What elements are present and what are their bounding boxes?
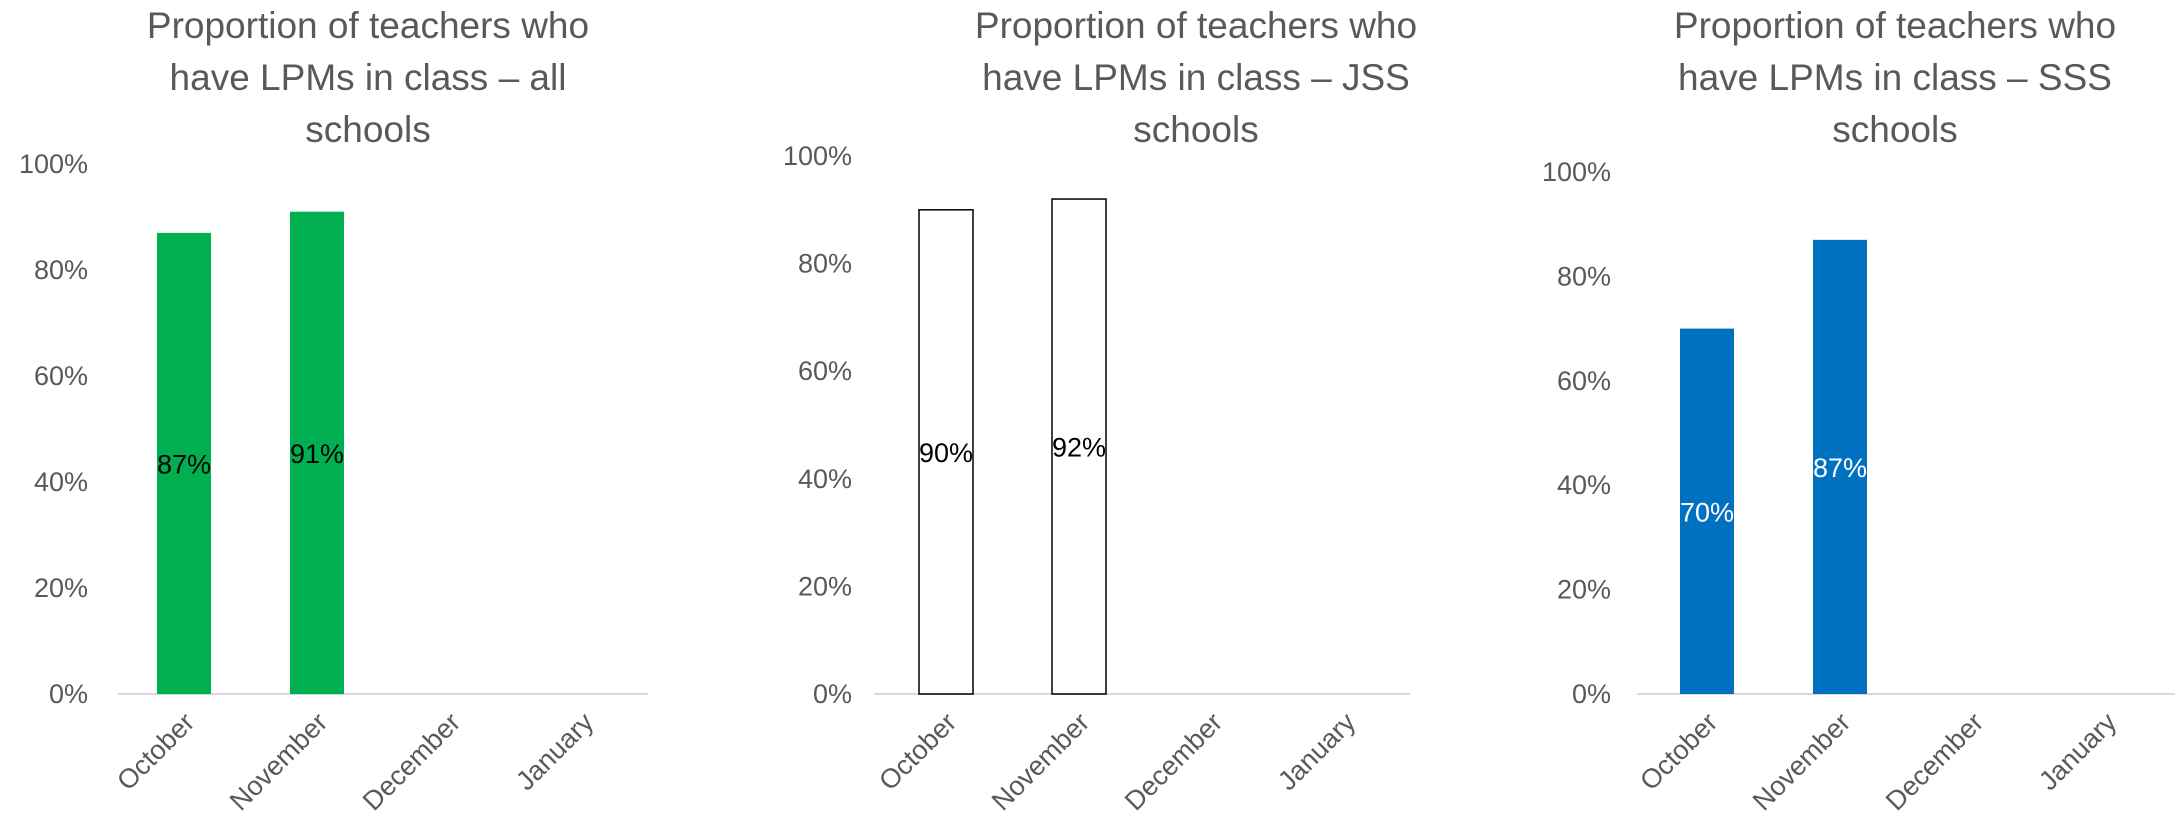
data-label: 87% [1813, 453, 1867, 483]
bar [1680, 328, 1734, 694]
y-tick-label: 100% [1542, 157, 1611, 187]
y-tick-label: 40% [34, 467, 88, 497]
x-tick-label: January [2033, 707, 2122, 796]
x-tick-label: October [1634, 707, 1723, 796]
x-tick-label: October [111, 707, 200, 796]
x-tick-label: November [986, 707, 1095, 816]
y-tick-label: 20% [1557, 575, 1611, 605]
y-tick-label: 80% [1557, 261, 1611, 291]
y-tick-label: 100% [19, 149, 88, 179]
bar [918, 209, 974, 695]
chart-svg-all-schools: Proportion of teachers who have LPMs in c… [19, 5, 648, 816]
y-tick-label: 60% [34, 361, 88, 391]
chart-title: Proportion of teachers who have LPMs in c… [975, 5, 1417, 150]
x-tick-label: November [224, 707, 333, 816]
bar [1051, 198, 1107, 695]
y-tick-label: 40% [798, 464, 852, 494]
x-tick-label: January [1272, 707, 1361, 796]
chart-all-schools: Proportion of teachers who have LPMs in c… [0, 0, 700, 832]
chart-title-line: schools [1133, 109, 1258, 150]
chart-title: Proportion of teachers who have LPMs in c… [1674, 5, 2116, 150]
data-label: 91% [290, 439, 344, 469]
bar [290, 211, 344, 694]
chart-title-line: Proportion of teachers who [1674, 5, 2116, 46]
chart-title-line: schools [305, 109, 430, 150]
chart-title-line: schools [1832, 109, 1957, 150]
chart-title: Proportion of teachers who have LPMs in c… [147, 5, 589, 150]
bar [157, 232, 211, 694]
x-tick-label: December [1119, 707, 1228, 816]
y-tick-label: 20% [798, 571, 852, 601]
y-tick-label: 100% [783, 141, 852, 171]
chart-title-line: have LPMs in class – all [170, 57, 567, 98]
data-label: 90% [919, 438, 973, 468]
chart-svg-jss-schools: Proportion of teachers who have LPMs in c… [783, 5, 1417, 816]
y-tick-label: 40% [1557, 470, 1611, 500]
data-label: 70% [1680, 497, 1734, 527]
chart-title-line: have LPMs in class – SSS [1678, 57, 2112, 98]
chart-sss-schools: Proportion of teachers who have LPMs in c… [1523, 0, 2177, 832]
chart-jss-schools: Proportion of teachers who have LPMs in c… [760, 0, 1460, 832]
data-label: 87% [157, 449, 211, 479]
y-tick-label: 60% [1557, 366, 1611, 396]
y-tick-label: 80% [798, 249, 852, 279]
bar [1813, 239, 1867, 695]
y-tick-label: 60% [798, 356, 852, 386]
chart-title-line: Proportion of teachers who [975, 5, 1417, 46]
x-tick-label: December [1880, 707, 1989, 816]
x-tick-label: November [1747, 707, 1856, 816]
chart-svg-sss-schools: Proportion of teachers who have LPMs in c… [1542, 5, 2175, 816]
y-tick-label: 0% [813, 679, 852, 709]
chart-title-line: Proportion of teachers who [147, 5, 589, 46]
y-tick-label: 0% [1572, 679, 1611, 709]
y-tick-label: 20% [34, 573, 88, 603]
y-tick-label: 0% [49, 679, 88, 709]
x-tick-label: October [873, 707, 962, 796]
x-tick-label: January [510, 707, 599, 796]
data-label: 92% [1052, 433, 1106, 463]
x-tick-label: December [357, 707, 466, 816]
y-tick-label: 80% [34, 255, 88, 285]
chart-title-line: have LPMs in class – JSS [982, 57, 1410, 98]
